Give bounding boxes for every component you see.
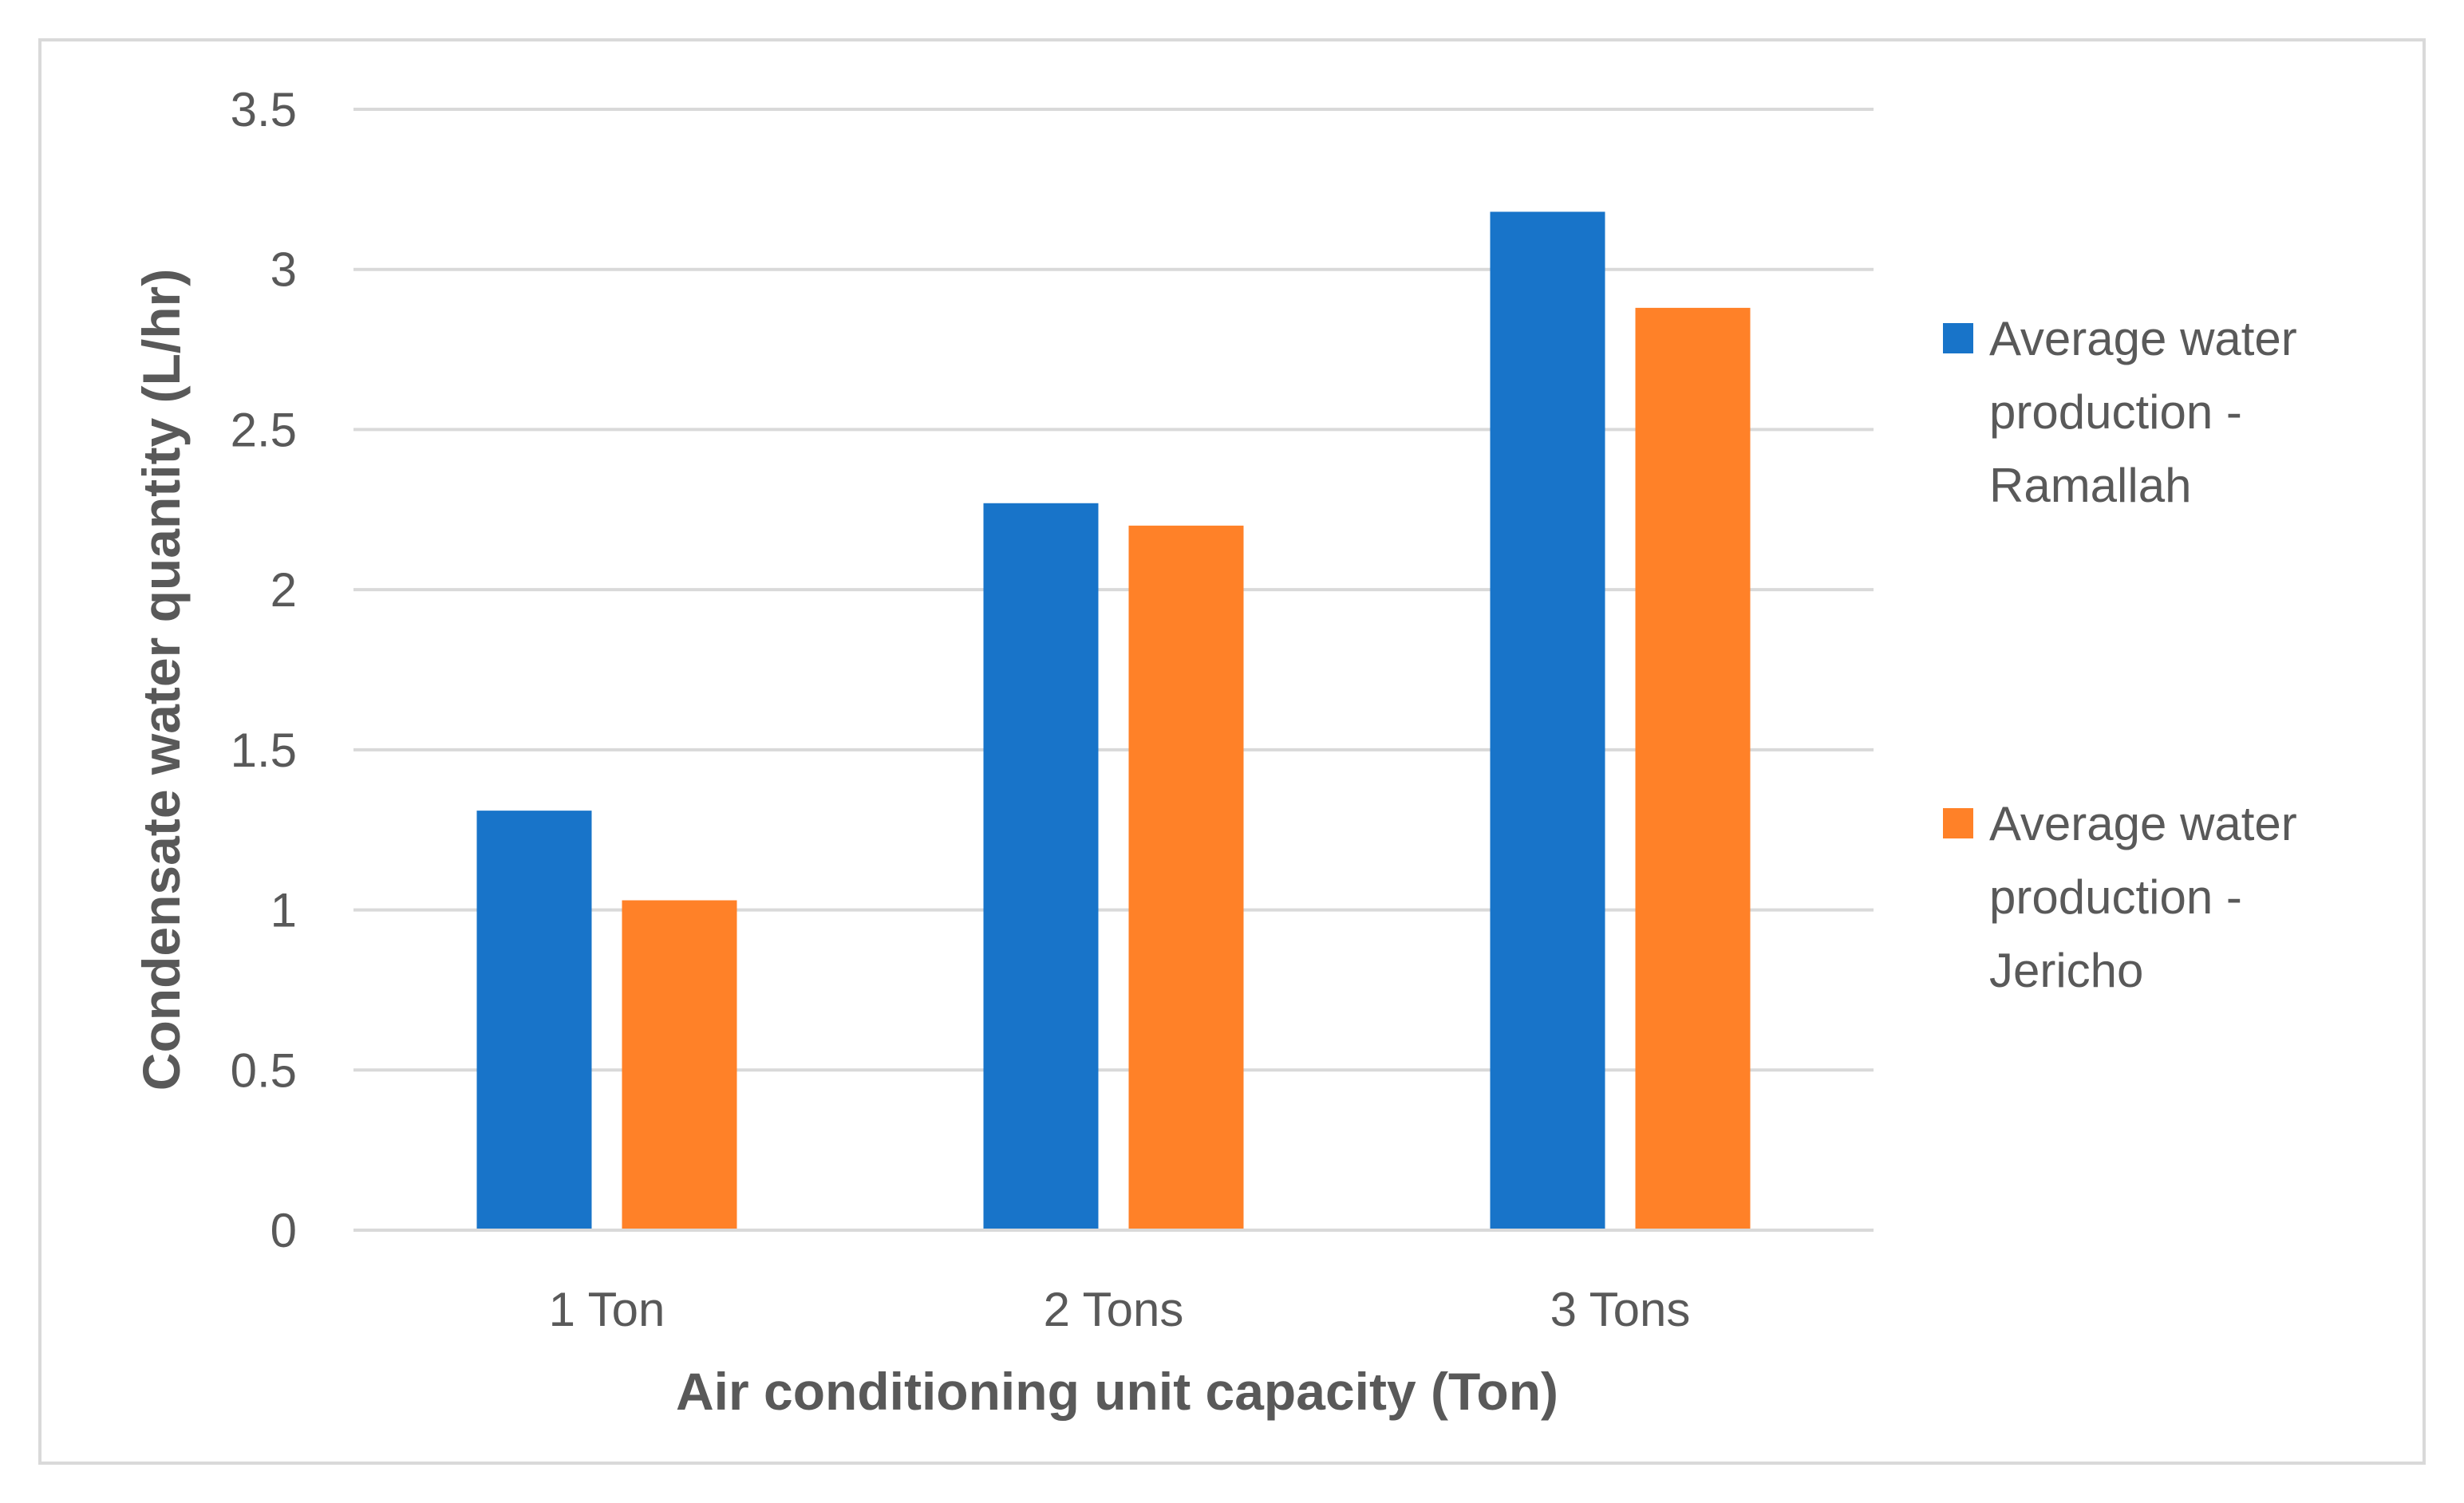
x-tick-label: 2 Tons	[1044, 1283, 1184, 1336]
legend-swatch	[1943, 808, 1973, 838]
bar-jericho-2	[1128, 525, 1244, 1230]
bar-jericho-3	[1635, 307, 1751, 1230]
legend-label: Average water	[1989, 312, 2297, 365]
y-axis-title: Condensate water quantity (L/hr)	[132, 269, 191, 1091]
y-axis-ticks: 0 0.5 1 1.5 2 2.5 3 3.5	[231, 83, 297, 1257]
x-axis-categories: 1 Ton 2 Tons 3 Tons	[549, 1283, 1691, 1336]
y-tick-label: 1	[270, 884, 297, 937]
legend-swatch	[1943, 323, 1973, 353]
x-tick-label: 1 Ton	[549, 1283, 665, 1336]
legend: Average water production - Ramallah Average…	[1943, 312, 2297, 997]
bar-ramallah-2	[983, 503, 1099, 1230]
y-tick-label: 3	[270, 243, 297, 297]
x-tick-label: 3 Tons	[1550, 1283, 1691, 1336]
y-tick-label: 1.5	[231, 724, 297, 777]
y-tick-label: 3.5	[231, 83, 297, 136]
y-tick-label: 2.5	[231, 403, 297, 456]
x-axis-title: Air conditioning unit capacity (Ton)	[676, 1362, 1558, 1421]
legend-label: Ramallah	[1989, 459, 2191, 512]
bar-ramallah-1	[476, 811, 592, 1230]
bars	[353, 211, 1874, 1232]
y-tick-label: 0	[270, 1204, 297, 1257]
y-tick-label: 0.5	[231, 1043, 297, 1097]
bar-ramallah-3	[1490, 211, 1605, 1230]
bar-jericho-1	[622, 900, 737, 1230]
legend-label: Jericho	[1989, 944, 2143, 997]
legend-label: production -	[1989, 385, 2242, 439]
legend-label: Average water	[1989, 797, 2297, 850]
y-tick-label: 2	[270, 563, 297, 617]
legend-label: production -	[1989, 870, 2242, 924]
